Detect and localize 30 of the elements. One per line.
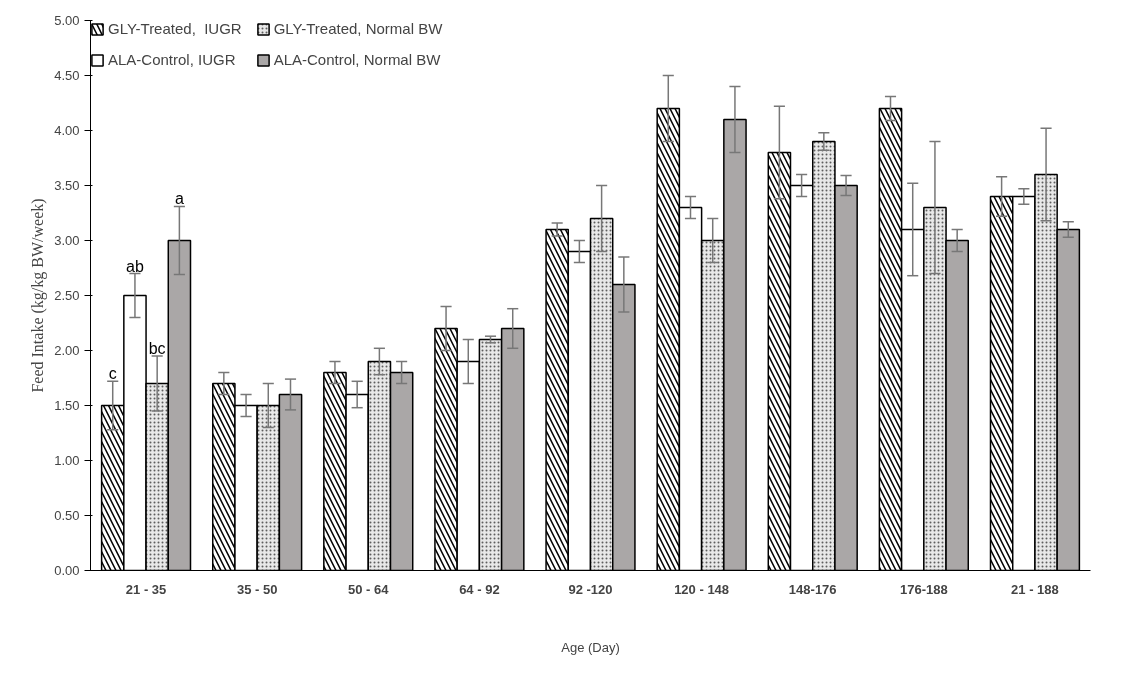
legend-label: GLY-Treated, IUGR <box>108 20 242 37</box>
annotation: ab <box>126 257 144 275</box>
x-tick-label: 92 -120 <box>568 581 613 597</box>
y-tick-label: 2.00 <box>54 343 80 358</box>
annotation: bc <box>148 340 166 357</box>
x-tick-label: 21 - 35 <box>125 581 167 597</box>
y-tick-label: 2.50 <box>54 288 80 303</box>
annotation: a <box>174 190 184 208</box>
x-tick-label: 21 - 188 <box>1011 581 1059 597</box>
y-tick-label: 0.00 <box>54 563 80 578</box>
x-axis-title: Age (Day) <box>561 639 620 655</box>
legend-label: ALA-Control, IUGR <box>108 51 236 68</box>
x-tick-label: 35 - 50 <box>236 581 278 597</box>
legend-label: GLY-Treated, Normal BW <box>273 20 443 37</box>
x-tick-label: 50 - 64 <box>348 581 390 597</box>
annotation: c <box>108 365 117 383</box>
y-tick-label: 3.00 <box>54 233 80 248</box>
y-tick-label: 1.50 <box>54 398 80 413</box>
y-tick-label: 4.50 <box>54 68 80 83</box>
y-tick-label: 4.00 <box>54 123 80 138</box>
y-tick-label: 5.00 <box>54 13 80 28</box>
y-tick-label: 3.50 <box>54 178 80 193</box>
y-tick-label: 1.00 <box>54 453 80 468</box>
y-axis-title: Feed Intake (kg/kg BW/week) <box>29 198 48 393</box>
x-tick-label: 176-188 <box>899 581 948 597</box>
x-tick-label: 64 - 92 <box>459 581 500 597</box>
x-tick-label: 120 - 148 <box>674 581 730 597</box>
legend-label: ALA-Control, Normal BW <box>273 51 441 68</box>
x-tick-label: 148-176 <box>788 581 837 597</box>
y-tick-label: 0.50 <box>54 508 80 523</box>
